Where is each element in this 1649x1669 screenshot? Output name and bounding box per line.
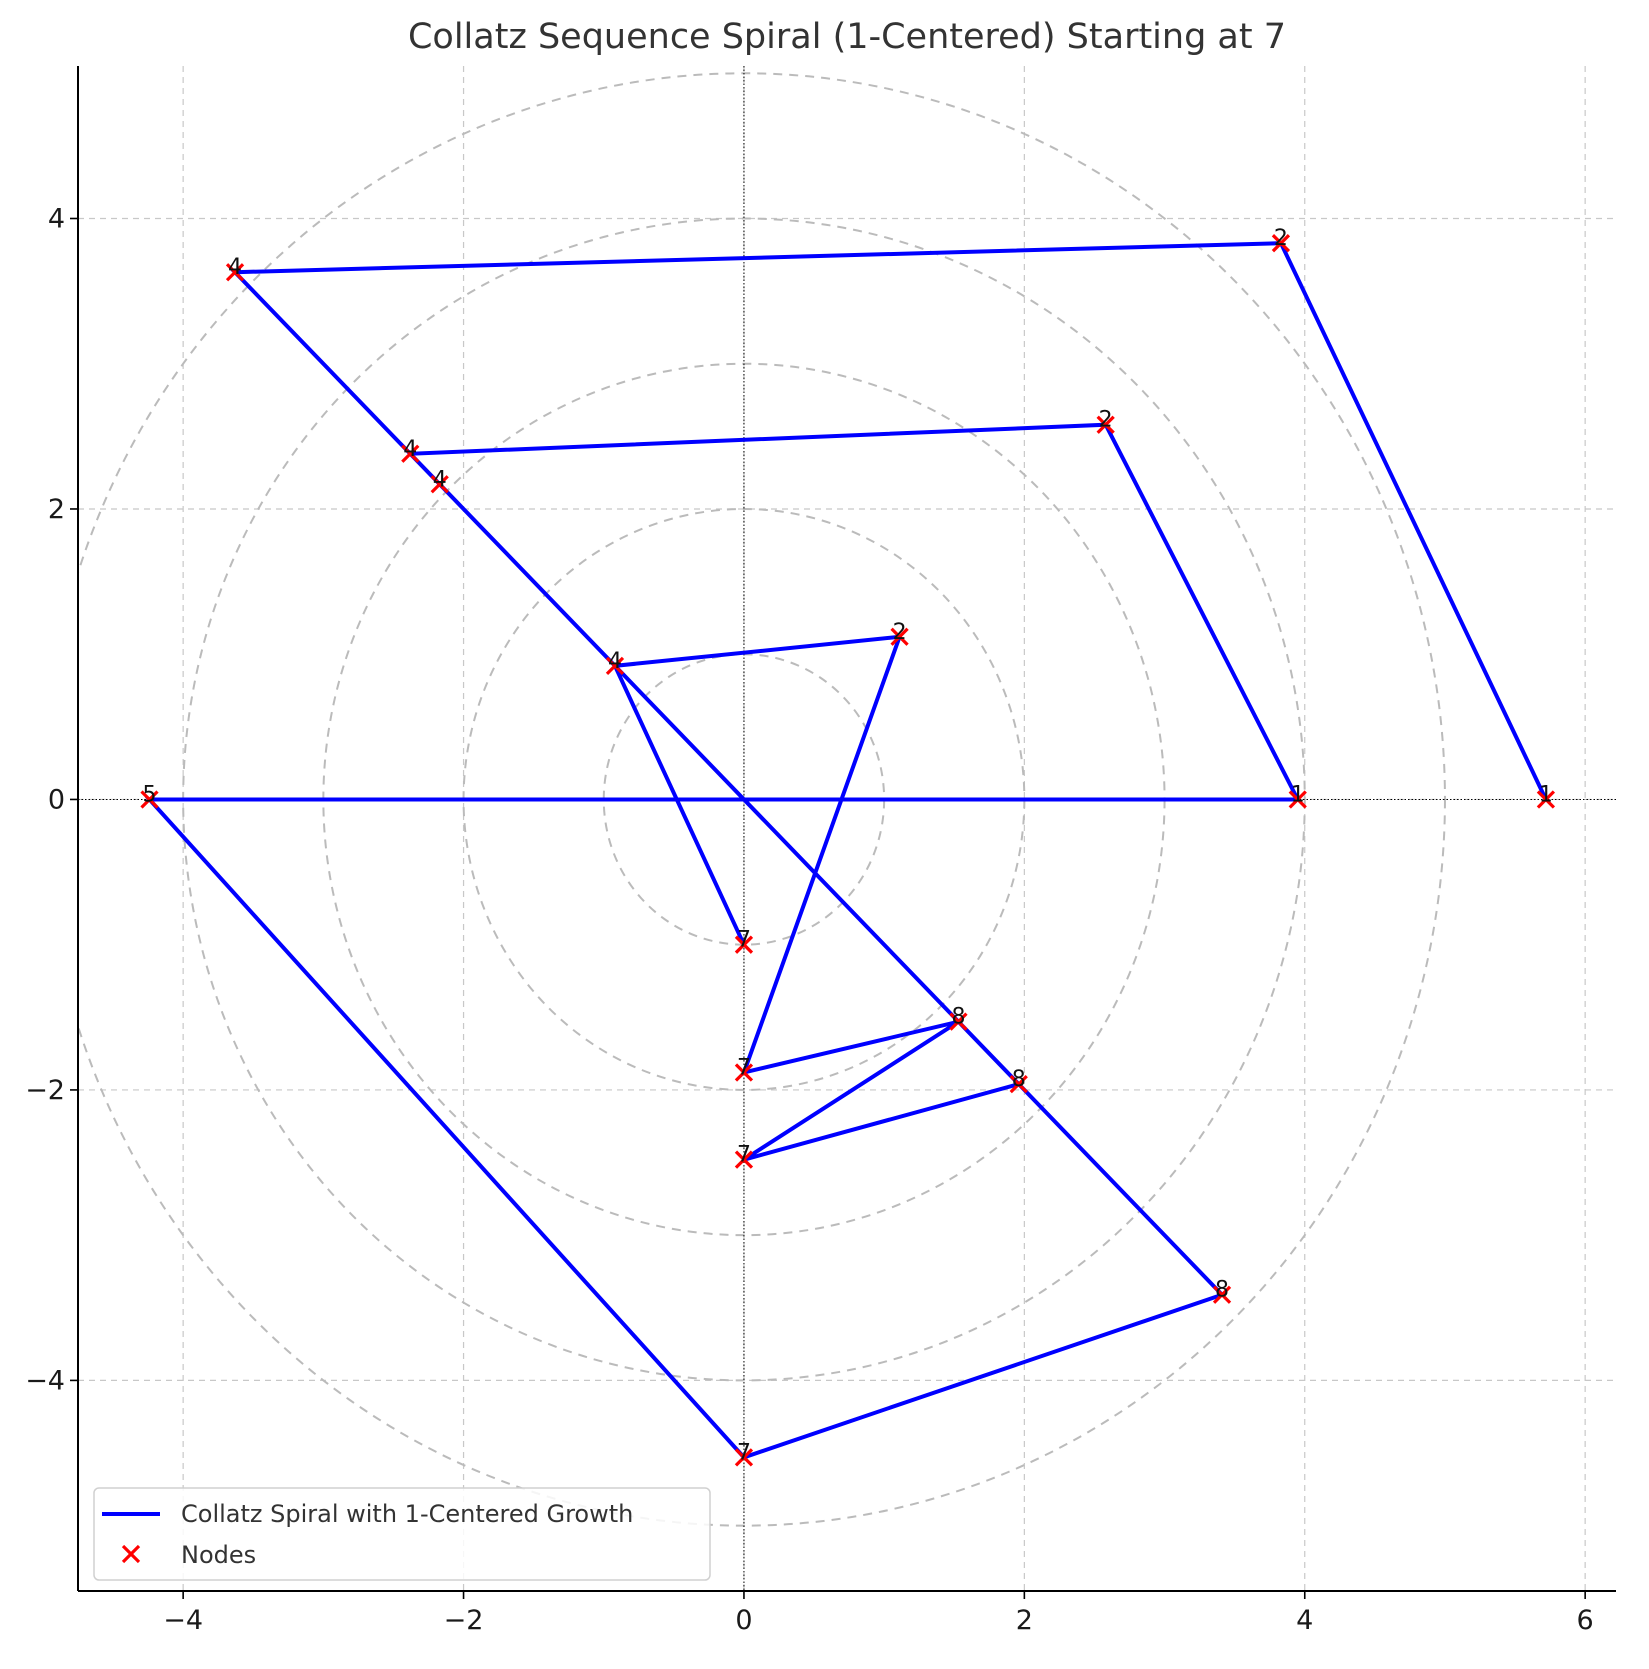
node-label: 5: [143, 782, 157, 807]
legend-box: [93, 1487, 711, 1581]
node-marker: [1212, 1285, 1232, 1304]
node-marker: [1536, 790, 1556, 809]
node-label: 8: [1215, 1278, 1229, 1303]
marker-stroke: [1096, 415, 1115, 434]
node-label: 7: [737, 928, 751, 953]
legend-entry-nodes: Nodes: [181, 1541, 256, 1569]
marker-stroke: [225, 263, 245, 282]
node-marker: [225, 263, 245, 282]
y-axis-ticks: −4 −2 0 2 4: [25, 204, 78, 1396]
chart-title: Collatz Sequence Spiral (1-Centered) Sta…: [408, 17, 1286, 57]
legend-marker-swatch: [121, 1544, 141, 1564]
node-label: 2: [893, 620, 907, 645]
node-label: 2: [1099, 408, 1113, 433]
x-axis-ticks: −4 −2 0 2 4 6: [163, 1591, 1594, 1636]
marker-stroke: [734, 935, 754, 954]
series-line-collatz-spiral: [144, 241, 1548, 1460]
marker-stroke: [949, 1012, 968, 1031]
node-label: 4: [403, 437, 417, 462]
reference-lines: [78, 66, 1616, 1591]
x-tick-label: 0: [735, 1605, 752, 1636]
marker-stroke: [1212, 1285, 1232, 1304]
marker-stroke: [890, 627, 909, 646]
marker-stroke: [605, 656, 625, 675]
y-tick-label: 0: [48, 784, 65, 815]
node-label: 2: [1274, 226, 1288, 251]
y-tick-label: 4: [48, 204, 65, 235]
node-label: 4: [608, 649, 622, 674]
node-label: 8: [951, 1005, 965, 1030]
node-label: 8: [1012, 1067, 1026, 1092]
legend-marker-x: [121, 1544, 141, 1564]
node-marker: [1288, 790, 1307, 809]
y-tick-label: 2: [48, 494, 65, 525]
x-tick-label: 6: [1577, 1605, 1594, 1636]
node-label: 7: [737, 1440, 751, 1465]
node-marker: [1271, 234, 1291, 253]
x-tick-label: −2: [444, 1605, 484, 1636]
node-label: 4: [433, 467, 447, 492]
marker-stroke: [121, 1544, 141, 1564]
node-marker: [890, 627, 909, 646]
node-label: 4: [228, 255, 242, 280]
node-marker: [401, 444, 420, 463]
node-marker: [734, 935, 754, 954]
node-label: 7: [737, 1056, 751, 1081]
x-tick-label: −4: [163, 1605, 203, 1636]
marker-stroke: [1288, 790, 1307, 809]
marker-stroke: [734, 1063, 754, 1082]
marker-stroke: [430, 475, 449, 494]
marker-stroke: [1271, 234, 1291, 253]
node-marker: [1009, 1074, 1028, 1094]
x-tick-label: 4: [1296, 1605, 1313, 1636]
marker-stroke: [1536, 790, 1556, 809]
node-marker: [140, 790, 159, 809]
series-line-layer: [144, 241, 1548, 1460]
node-marker: [1096, 415, 1115, 434]
axes: [77, 66, 1616, 1592]
node-markers: [140, 234, 1556, 1467]
marker-stroke: [734, 1448, 754, 1467]
x-tick-label: 2: [1016, 1605, 1033, 1636]
node-label: 1: [1291, 782, 1305, 807]
legend: Collatz Spiral with 1-Centered Growth No…: [93, 1487, 711, 1581]
node-marker: [949, 1012, 968, 1031]
marker-stroke: [1009, 1074, 1028, 1094]
y-tick-label: −4: [25, 1365, 65, 1396]
marker-stroke: [734, 1150, 754, 1169]
node-marker: [430, 475, 449, 494]
node-marker: [734, 1063, 754, 1082]
marker-stroke: [140, 790, 159, 809]
node-label: 7: [737, 1143, 751, 1168]
y-tick-label: −2: [25, 1075, 65, 1106]
legend-entry-spiral: Collatz Spiral with 1-Centered Growth: [181, 1500, 633, 1528]
marker-stroke: [401, 444, 420, 463]
grid: [78, 66, 1616, 1591]
node-label: 1: [1539, 782, 1553, 807]
node-marker: [734, 1150, 754, 1169]
node-marker: [734, 1448, 754, 1467]
node-marker: [605, 656, 625, 675]
